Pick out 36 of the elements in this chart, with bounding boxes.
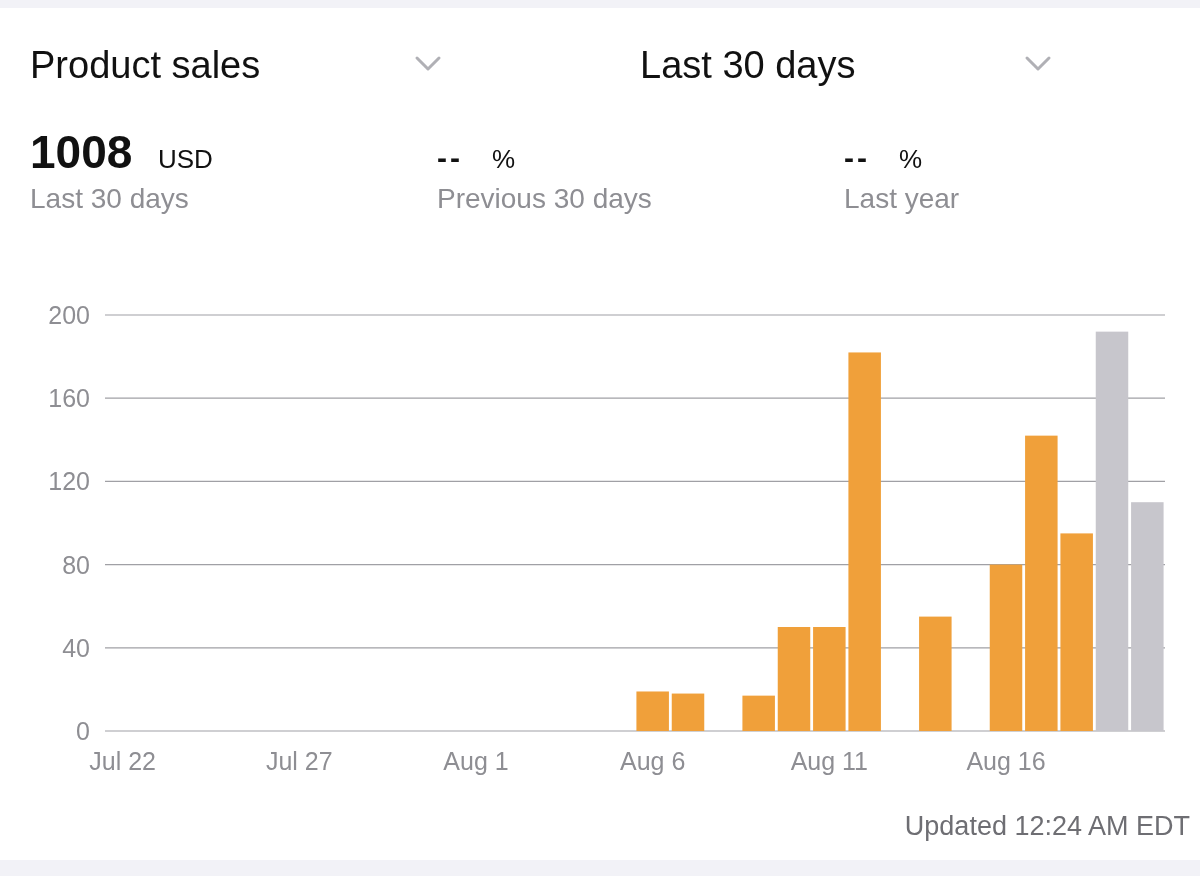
- y-tick-label: 200: [48, 301, 90, 329]
- text: Last 30 days: [640, 44, 856, 86]
- bar: [919, 616, 952, 731]
- bar: [1131, 502, 1164, 731]
- text: 1008: [30, 126, 133, 178]
- text: %: [492, 144, 516, 174]
- bar: [777, 627, 811, 731]
- text: Previous 30 days: [437, 183, 652, 214]
- x-tick-label: Aug 1: [443, 747, 509, 775]
- bar: [1095, 331, 1129, 731]
- x-tick-label: Aug 6: [619, 747, 686, 775]
- bar: [1025, 435, 1058, 731]
- bar: [636, 691, 669, 731]
- bar: [848, 352, 881, 731]
- y-tick-label: 80: [62, 550, 90, 579]
- y-tick-label: 40: [62, 633, 90, 662]
- y-tick-label: 0: [76, 717, 90, 745]
- text: Last year: [844, 183, 960, 214]
- bar: [989, 564, 1023, 731]
- x-tick-label: Aug 16: [966, 747, 1046, 775]
- bar: [742, 695, 775, 731]
- bar: [813, 627, 846, 731]
- bar: [1060, 533, 1093, 731]
- x-tick-label: Aug 11: [790, 747, 869, 775]
- text: --: [437, 141, 463, 174]
- x-tick-label: Jul 22: [89, 747, 157, 775]
- bar: [671, 693, 705, 731]
- chart-title: Product sales: [30, 44, 261, 86]
- text: USD: [158, 144, 213, 174]
- y-tick-label: 160: [48, 384, 90, 413]
- x-tick-label: Jul 27: [265, 747, 333, 775]
- y-tick-label: 120: [48, 467, 90, 496]
- text: --: [844, 141, 870, 174]
- text: %: [899, 144, 923, 174]
- text: Last 30 days: [30, 183, 189, 214]
- text: Updated 12:24 AM EDT: [904, 811, 1190, 841]
